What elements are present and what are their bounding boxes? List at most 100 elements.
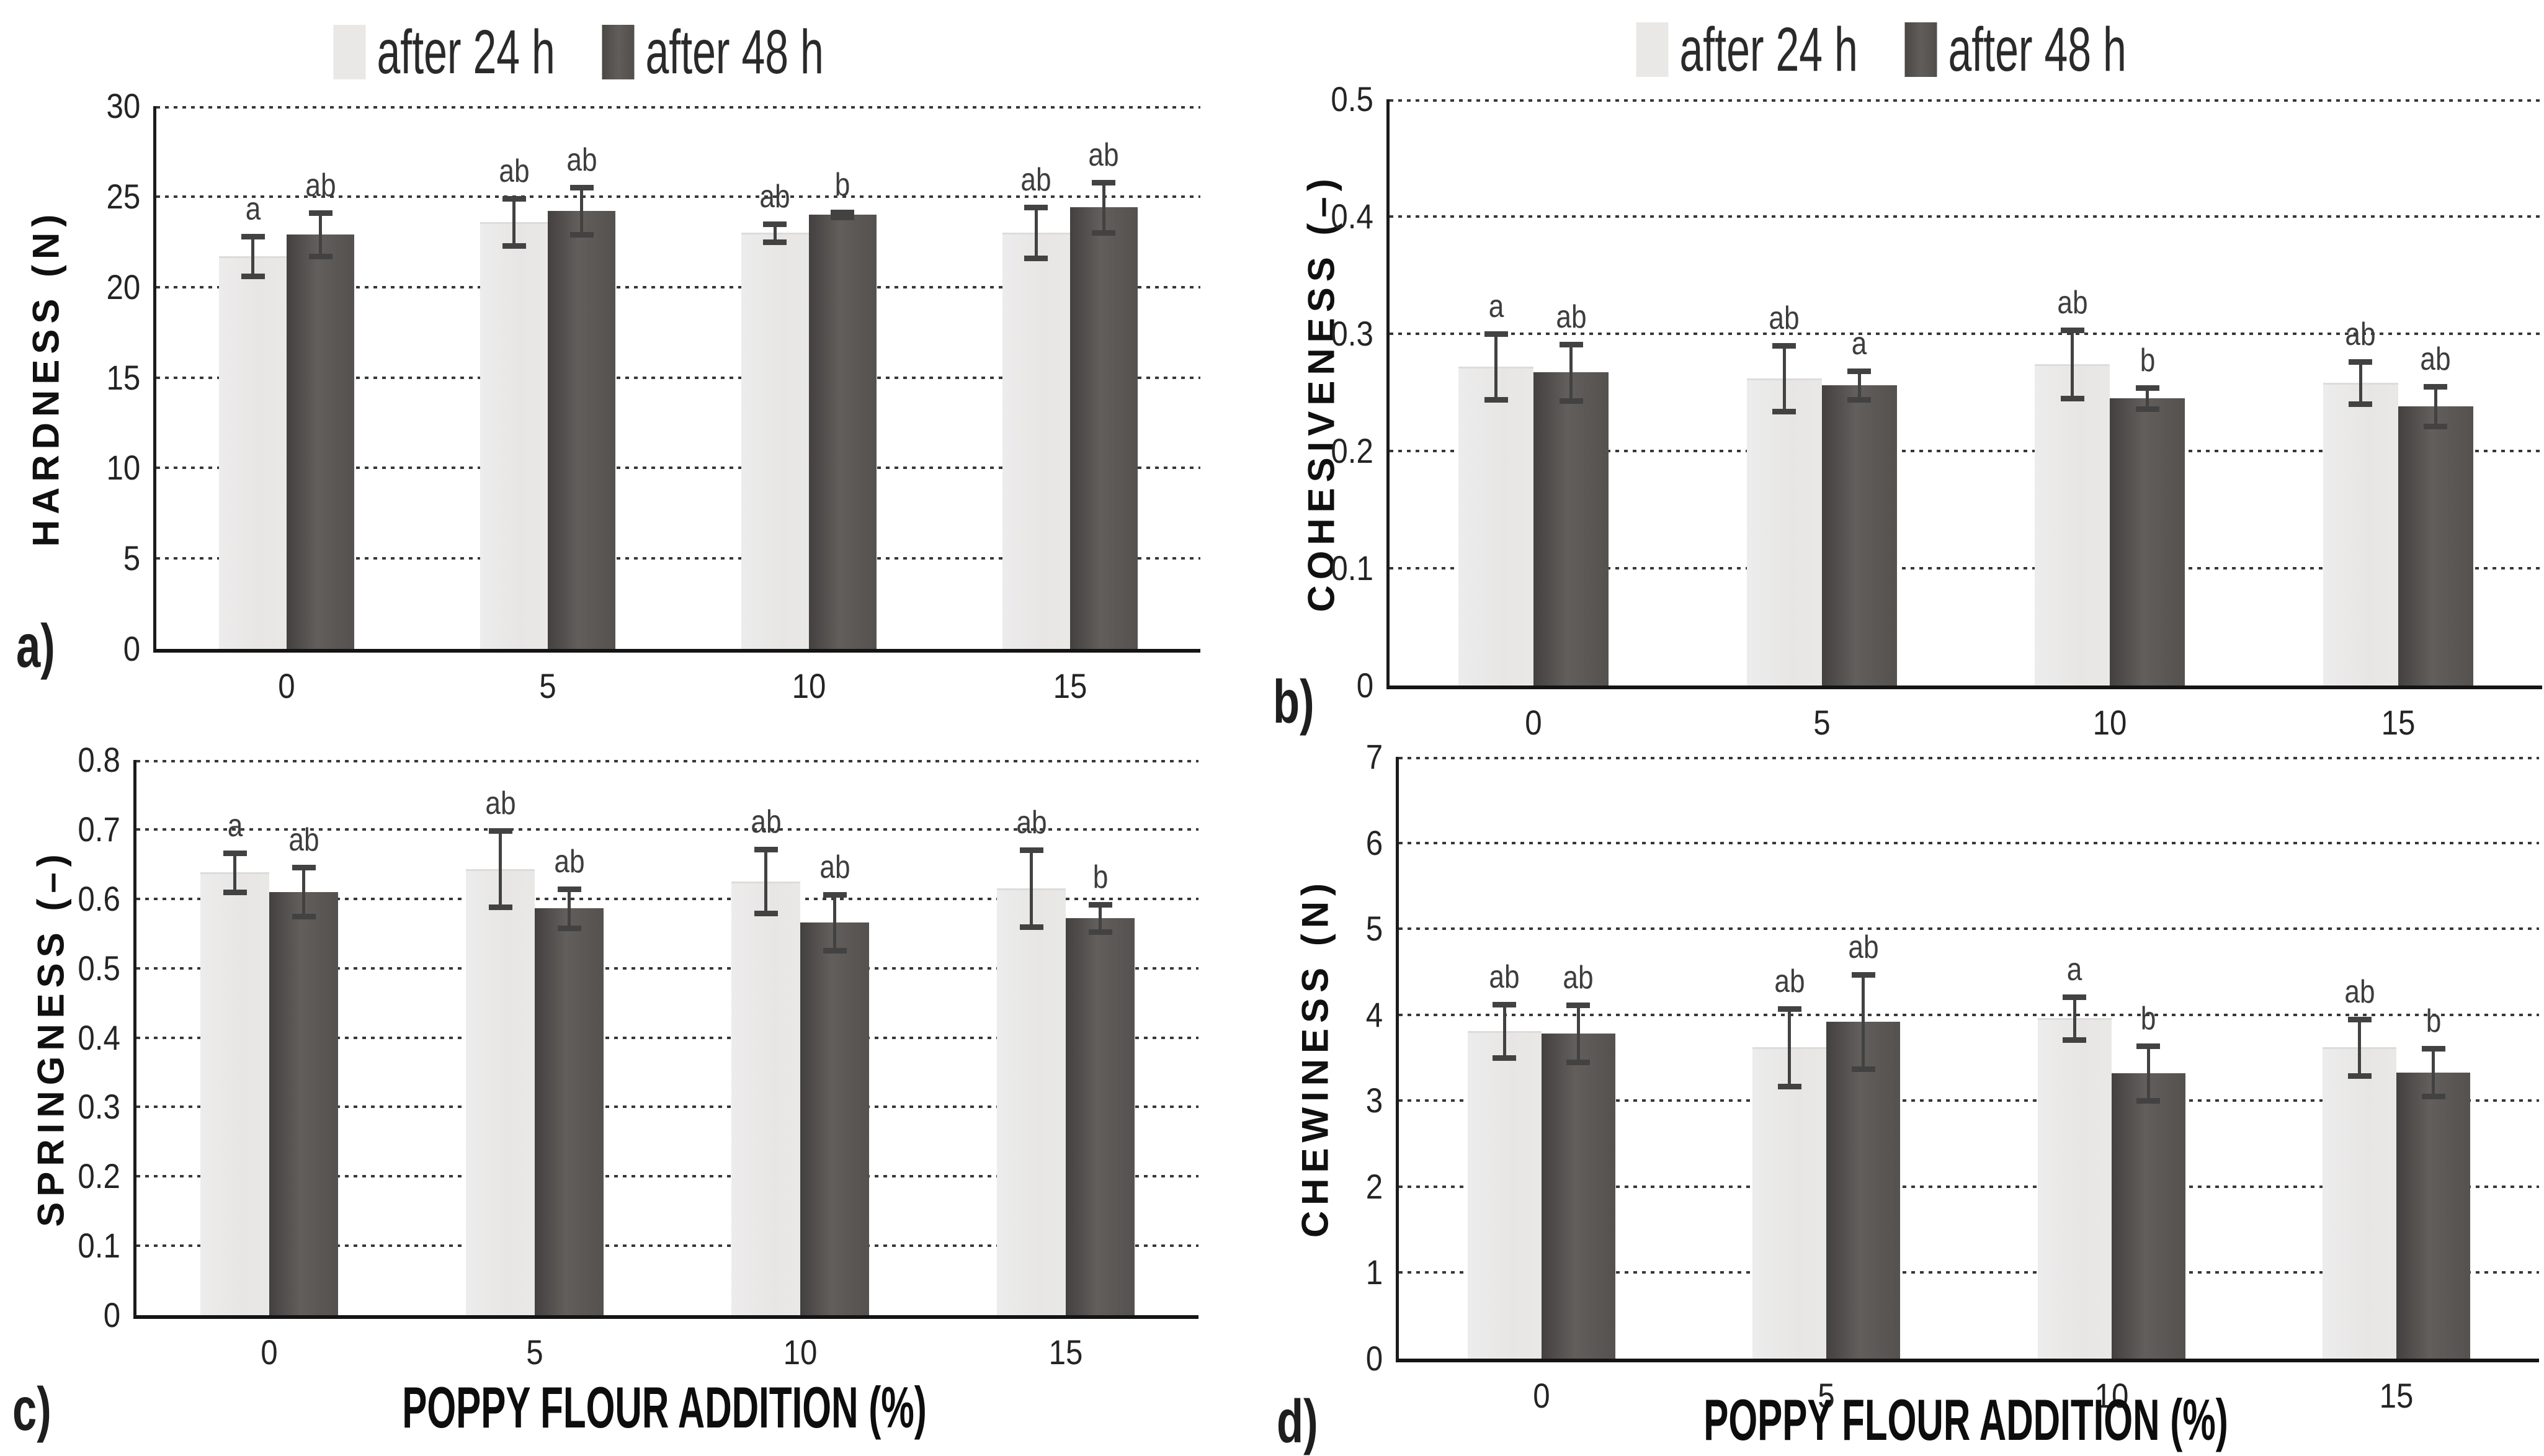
error-bar-cap-top bbox=[1772, 342, 1796, 349]
error-bar-cap-bottom bbox=[831, 215, 855, 221]
error-bar bbox=[302, 867, 305, 916]
x-axis-tick-label: 10 bbox=[2094, 1376, 2129, 1415]
significance-letter: ab bbox=[2420, 341, 2451, 378]
panel-chewiness: CHEWINESS (N) 0 1 2 3 4 5 6 7 0 ab ab 5 ab ab 10 a b 15 ab… bbox=[1272, 732, 2544, 1456]
error-bar-cap-top bbox=[754, 847, 778, 853]
significance-letter: ab bbox=[1015, 805, 1047, 841]
gridline bbox=[1399, 757, 2539, 759]
error-bar bbox=[2358, 1019, 2362, 1076]
x-axis-title-poppy-flour: POPPY FLOUR ADDITION (%) bbox=[402, 1375, 927, 1440]
significance-letter: ab bbox=[2344, 973, 2375, 1010]
y-axis-title-springness: SPRINGNESS (–) bbox=[30, 848, 72, 1227]
error-bar bbox=[233, 852, 236, 892]
error-bar-cap-top bbox=[557, 887, 581, 893]
y-axis-title-hardness: HARDNESS (N) bbox=[25, 208, 67, 547]
error-bar-cap-top bbox=[2347, 1016, 2372, 1022]
error-bar-cap-top bbox=[2136, 1043, 2161, 1049]
error-bar-cap-bottom bbox=[223, 889, 247, 895]
significance-letter: ab bbox=[288, 822, 319, 859]
error-bar-cap-top bbox=[1777, 1006, 1801, 1012]
panel-letter-a: a) bbox=[16, 612, 55, 680]
gridline bbox=[156, 106, 1200, 109]
x-axis-tick-label: 0 bbox=[278, 666, 296, 705]
error-bar bbox=[2359, 362, 2362, 404]
significance-letter: ab bbox=[1848, 929, 1879, 965]
error-bar-cap-bottom bbox=[2421, 1094, 2445, 1100]
significance-letter: b bbox=[835, 166, 850, 203]
error-bar bbox=[251, 236, 255, 277]
bar-48h-cat-15 bbox=[1069, 207, 1138, 649]
y-axis-title-cohesiveness: COHESIVENESS (–) bbox=[1300, 172, 1342, 612]
x-axis-title-poppy-flour: POPPY FLOUR ADDITION (%) bbox=[1703, 1387, 2228, 1452]
bar-48h-cat-0 bbox=[1533, 372, 1609, 686]
error-bar-cap-bottom bbox=[2349, 401, 2373, 408]
significance-letter: ab bbox=[566, 142, 597, 179]
y-axis-tick-label: 0.6 bbox=[78, 878, 120, 918]
significance-letter: ab bbox=[1088, 136, 1119, 173]
significance-letter: a bbox=[2066, 951, 2082, 988]
bar-48h-cat-10 bbox=[800, 922, 869, 1315]
plot-area-cohesiveness: 0 0.1 0.2 0.3 0.4 0.5 0 a ab 5 ab a 10 ab b 15 ab ab bbox=[1331, 82, 2542, 740]
x-axis-tick-label: 10 bbox=[783, 1333, 818, 1372]
error-bar-cap-bottom bbox=[1024, 256, 1048, 261]
x-axis-tick-label: 10 bbox=[792, 666, 826, 705]
error-bar-cap-bottom bbox=[2347, 1073, 2372, 1079]
y-axis-tick-label: 30 bbox=[106, 86, 140, 125]
error-bar bbox=[2146, 387, 2149, 409]
gridline bbox=[136, 1175, 1198, 1178]
gridline bbox=[1399, 927, 2539, 931]
error-bar-cap-top bbox=[292, 865, 316, 871]
y-axis-tick-label: 0.3 bbox=[1331, 314, 1373, 353]
bar-24h-cat-10 bbox=[741, 233, 809, 649]
gridline bbox=[1390, 450, 2542, 452]
bar-48h-cat-5 bbox=[1826, 1021, 1901, 1359]
bar-24h-cat-5 bbox=[1752, 1047, 1827, 1359]
gridline bbox=[156, 195, 1200, 198]
error-bar bbox=[1502, 1004, 1506, 1058]
error-bar-cap-top bbox=[1851, 971, 1875, 978]
error-bar-cap-bottom bbox=[1484, 396, 1508, 403]
error-bar-cap-bottom bbox=[1851, 1066, 1875, 1072]
error-bar bbox=[580, 187, 584, 235]
gridline bbox=[136, 1105, 1198, 1109]
y-axis-tick-label: 15 bbox=[106, 357, 140, 397]
error-bar bbox=[2073, 996, 2076, 1040]
significance-letter: ab bbox=[499, 153, 530, 189]
error-bar-cap-bottom bbox=[1772, 408, 1796, 414]
y-axis-tick-label: 0.8 bbox=[78, 740, 120, 779]
gridline bbox=[136, 1036, 1198, 1039]
bar-24h-cat-5 bbox=[466, 869, 535, 1315]
bar-24h-cat-10 bbox=[2035, 364, 2110, 686]
error-bar-cap-top bbox=[763, 221, 787, 227]
y-axis-tick-label: 0 bbox=[103, 1295, 120, 1334]
error-bar-cap-bottom bbox=[308, 254, 333, 260]
legend-item-after-24h: after 24 h bbox=[1636, 19, 1942, 81]
y-axis-tick-label: 0.1 bbox=[78, 1226, 120, 1266]
bar-24h-cat-0 bbox=[1467, 1031, 1542, 1359]
gridline bbox=[1390, 99, 2542, 102]
error-bar bbox=[1569, 344, 1573, 401]
significance-letter: a bbox=[1488, 288, 1504, 324]
error-bar-cap-bottom bbox=[823, 947, 847, 954]
y-axis-tick-label: 7 bbox=[1365, 737, 1383, 776]
significance-letter: ab bbox=[1020, 162, 1051, 199]
error-bar bbox=[1782, 345, 1786, 411]
legend-label-48h: after 48 h bbox=[1948, 15, 2127, 84]
bar-48h-cat-15 bbox=[1066, 918, 1135, 1315]
error-bar-cap-top bbox=[502, 195, 526, 202]
gridline bbox=[1390, 215, 2542, 218]
significance-letter: ab bbox=[1563, 960, 1594, 996]
legend-swatch-48h-icon bbox=[1904, 22, 1937, 77]
legend-item-after-24h: after 24 h bbox=[333, 21, 640, 83]
error-bar-cap-bottom bbox=[1847, 396, 1872, 403]
bar-48h-cat-0 bbox=[269, 891, 338, 1315]
significance-letter: ab bbox=[484, 785, 516, 822]
legend-item-after-48h: after 48 h bbox=[602, 21, 908, 83]
error-bar-cap-top bbox=[823, 892, 847, 898]
gridline bbox=[1390, 567, 2542, 569]
error-bar bbox=[512, 198, 516, 246]
gridline bbox=[1399, 1099, 2539, 1102]
error-bar-cap-bottom bbox=[1092, 230, 1116, 236]
error-bar-cap-bottom bbox=[502, 243, 526, 249]
